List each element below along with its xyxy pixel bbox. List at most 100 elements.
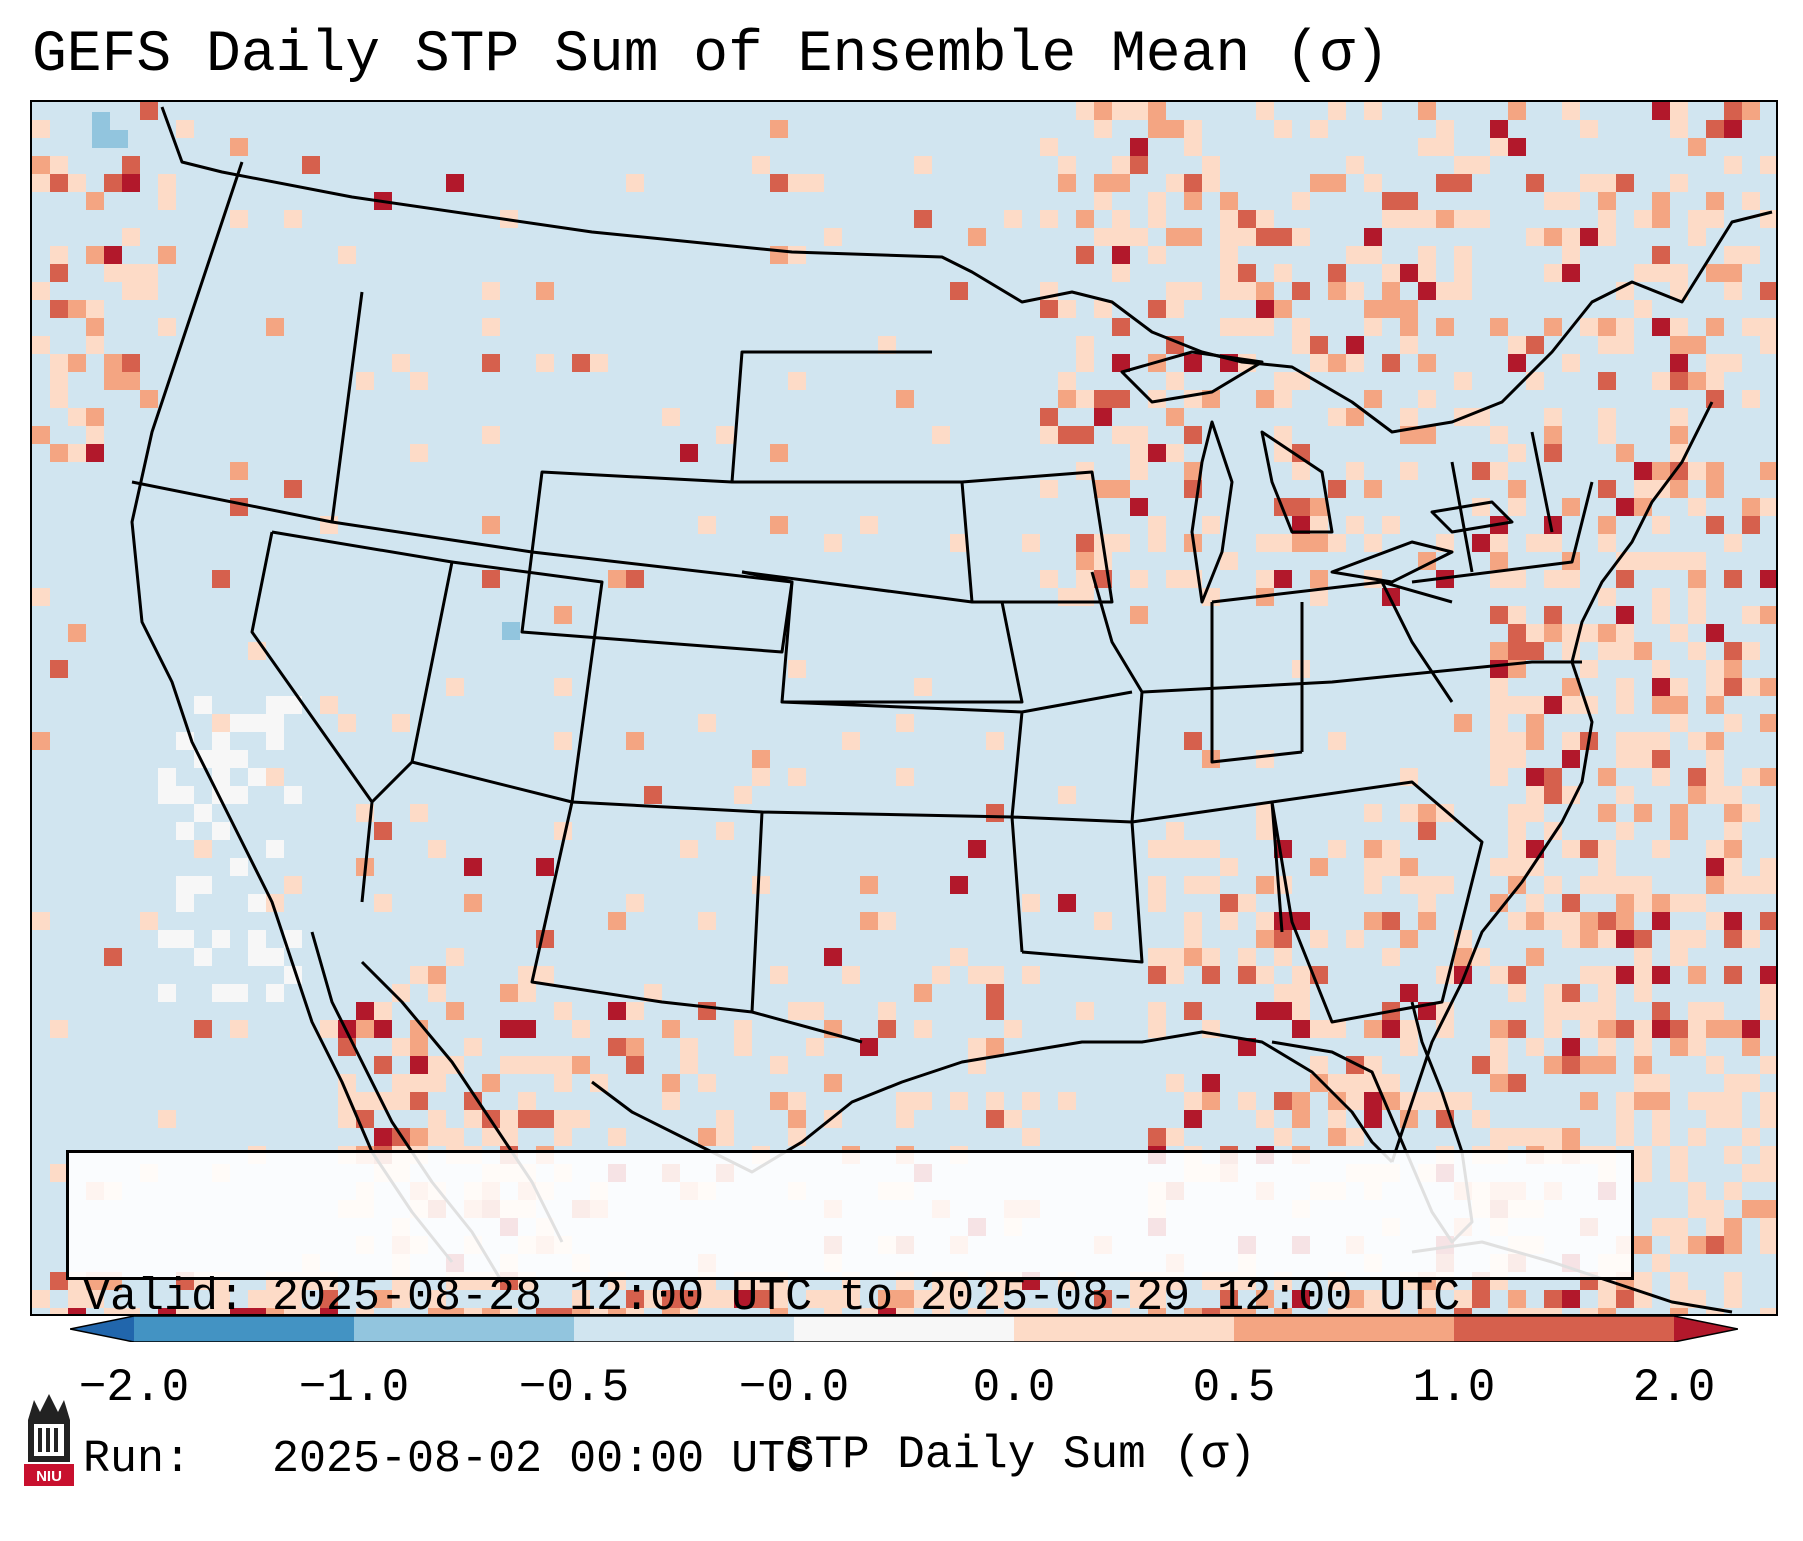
stp-cell xyxy=(212,1290,230,1308)
stp-cell xyxy=(1616,606,1634,624)
stp-cell xyxy=(176,822,194,840)
stp-cell xyxy=(1634,1074,1652,1092)
stp-cell xyxy=(410,1038,428,1056)
stp-cell xyxy=(1112,1308,1130,1314)
stp-cell xyxy=(1166,174,1184,192)
stp-cell xyxy=(1580,1092,1598,1110)
stp-cell xyxy=(1112,210,1130,228)
stp-cell xyxy=(212,570,230,588)
stp-cell xyxy=(1112,354,1130,372)
stp-cell xyxy=(1310,174,1328,192)
stp-cell xyxy=(1742,606,1760,624)
stp-cell xyxy=(1328,1128,1346,1146)
stp-cell xyxy=(1670,354,1688,372)
colorbar-tick-label: −0.0 xyxy=(738,1362,850,1414)
stp-cell xyxy=(86,426,104,444)
stp-cell xyxy=(626,1056,644,1074)
stp-cell xyxy=(1220,210,1238,228)
stp-cell xyxy=(1292,1290,1310,1308)
stp-cell xyxy=(1004,210,1022,228)
stp-cell xyxy=(1256,804,1274,822)
stp-cell xyxy=(1202,390,1220,408)
stp-cell xyxy=(50,246,68,264)
stp-cell xyxy=(68,354,86,372)
stp-cell xyxy=(1130,570,1148,588)
stp-cell xyxy=(1346,336,1364,354)
stp-cell xyxy=(896,714,914,732)
stp-cell xyxy=(1526,786,1544,804)
stp-cell xyxy=(1220,192,1238,210)
stp-cell xyxy=(1184,192,1202,210)
stp-cell xyxy=(734,786,752,804)
stp-cell xyxy=(1256,210,1274,228)
stp-cell xyxy=(1742,516,1760,534)
state-line xyxy=(250,530,454,903)
stp-cell xyxy=(1400,858,1418,876)
stp-cell xyxy=(68,1290,86,1308)
stp-cell xyxy=(1256,930,1274,948)
stp-cell xyxy=(1346,1092,1364,1110)
stp-cell xyxy=(698,516,716,534)
stp-cell xyxy=(1130,102,1148,120)
stp-cell xyxy=(1634,1038,1652,1056)
stp-cell xyxy=(1688,138,1706,156)
stp-cell xyxy=(1760,1146,1776,1164)
stp-cell xyxy=(1598,912,1616,930)
stp-cell xyxy=(230,1308,248,1314)
stp-cell xyxy=(1508,354,1526,372)
stp-cell xyxy=(1634,930,1652,948)
stp-cell xyxy=(158,1308,176,1314)
stp-cell xyxy=(482,318,500,336)
stp-cell xyxy=(1688,642,1706,660)
stp-cell xyxy=(752,768,770,786)
stp-cell xyxy=(1076,102,1094,120)
stp-cell xyxy=(194,804,212,822)
stp-cell xyxy=(1148,192,1166,210)
map-panel xyxy=(30,100,1778,1316)
stp-cell xyxy=(1112,246,1130,264)
stp-cell xyxy=(1526,894,1544,912)
stp-cell xyxy=(1364,1308,1382,1314)
stp-cell xyxy=(878,1020,896,1038)
stp-cell xyxy=(1148,1128,1166,1146)
stp-cell xyxy=(1382,840,1400,858)
stp-cell xyxy=(320,1020,338,1038)
stp-cell xyxy=(1454,1092,1472,1110)
stp-cell xyxy=(1040,1308,1058,1314)
stp-cell xyxy=(950,534,968,552)
stp-cell xyxy=(1688,552,1706,570)
stp-cell xyxy=(1742,192,1760,210)
stp-cell xyxy=(1148,966,1166,984)
stp-cell xyxy=(1544,426,1562,444)
stp-cell xyxy=(1166,570,1184,588)
stp-cell xyxy=(194,696,212,714)
stp-cell xyxy=(1346,930,1364,948)
stp-cell xyxy=(1508,624,1526,642)
stp-cell xyxy=(392,714,410,732)
stp-cell xyxy=(626,570,644,588)
stp-cell xyxy=(1364,300,1382,318)
stp-cell xyxy=(446,948,464,966)
valid-time-line: Valid: 2025-08-28 12:00 UTC to 2025-08-2… xyxy=(83,1272,1461,1323)
stp-cell xyxy=(968,1308,986,1314)
stp-cell xyxy=(950,1290,968,1308)
stp-cell xyxy=(788,174,806,192)
stp-cell xyxy=(1148,1308,1166,1314)
stp-cell xyxy=(1580,1020,1598,1038)
stp-cell xyxy=(932,1290,950,1308)
stp-cell xyxy=(1274,1092,1292,1110)
stp-cell xyxy=(1670,1308,1688,1314)
stp-cell xyxy=(1760,1110,1776,1128)
stp-cell xyxy=(950,876,968,894)
stp-cell xyxy=(428,1074,446,1092)
stp-cell xyxy=(1184,912,1202,930)
stp-cell xyxy=(1130,156,1148,174)
stp-cell xyxy=(1184,174,1202,192)
great-lakes xyxy=(1330,540,1454,584)
stp-cell xyxy=(860,912,878,930)
stp-cell xyxy=(1670,552,1688,570)
stp-cell xyxy=(1400,984,1418,1002)
stp-cell xyxy=(1652,696,1670,714)
stp-cell xyxy=(1364,804,1382,822)
stp-cell xyxy=(32,426,50,444)
